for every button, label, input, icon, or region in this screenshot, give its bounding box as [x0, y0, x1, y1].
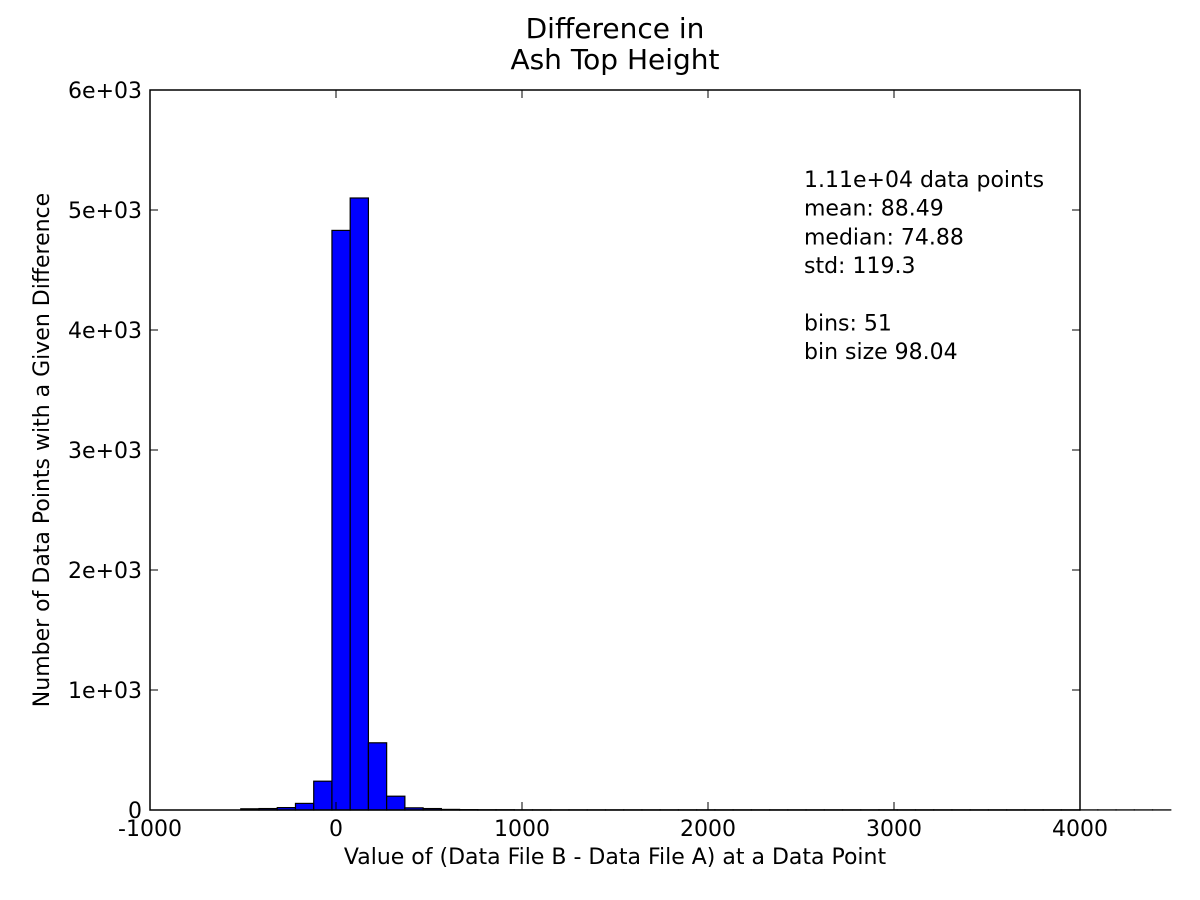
x-axis-label: Value of (Data File B - Data File A) at … [344, 845, 887, 870]
x-tick-label: 2000 [680, 817, 736, 842]
stats-line: bin size 98.04 [804, 340, 958, 365]
histogram-bar [386, 795, 406, 811]
chart-title-line: Ash Top Height [510, 43, 719, 76]
stats-annotation: 1.11e+04 data points mean: 88.49 median: 7… [804, 168, 1044, 365]
x-tick-label: 0 [329, 817, 343, 842]
histogram-bar [313, 780, 333, 811]
histogram-bars [240, 197, 1172, 811]
stats-line: mean: 88.49 [804, 197, 944, 222]
x-tick-label: 1000 [494, 817, 550, 842]
axis-ticks [149, 89, 1081, 811]
histogram-bar [294, 802, 315, 811]
histogram-bar [331, 229, 351, 811]
x-tick-label: 4000 [1052, 817, 1108, 842]
stats-line: median: 74.88 [804, 225, 964, 250]
y-tick-label: 1e+03 [68, 679, 142, 704]
histogram-bar [367, 742, 388, 811]
stats-line: std: 119.3 [804, 254, 915, 279]
x-tick-label: -1000 [118, 817, 182, 842]
x-tick-labels: -1000 0 1000 2000 3000 4000 [118, 817, 1108, 842]
y-tick-label: 5e+03 [68, 199, 142, 224]
stats-line: bins: 51 [804, 312, 892, 337]
y-tick-label: 3e+03 [68, 439, 142, 464]
stats-line: 1.11e+04 data points [804, 168, 1044, 193]
y-tick-label: 6e+03 [68, 79, 142, 104]
histogram-bar [349, 197, 370, 811]
x-tick-label: 3000 [866, 817, 922, 842]
y-tick-label: 4e+03 [68, 319, 142, 344]
y-axis-label: Number of Data Points with a Given Diffe… [30, 193, 55, 707]
y-tick-label: 0 [128, 799, 142, 824]
chart-title-line: Difference in [526, 12, 705, 45]
y-tick-labels: 0 1e+03 2e+03 3e+03 4e+03 5e+03 6e+03 [68, 79, 142, 824]
y-tick-label: 2e+03 [68, 559, 142, 584]
